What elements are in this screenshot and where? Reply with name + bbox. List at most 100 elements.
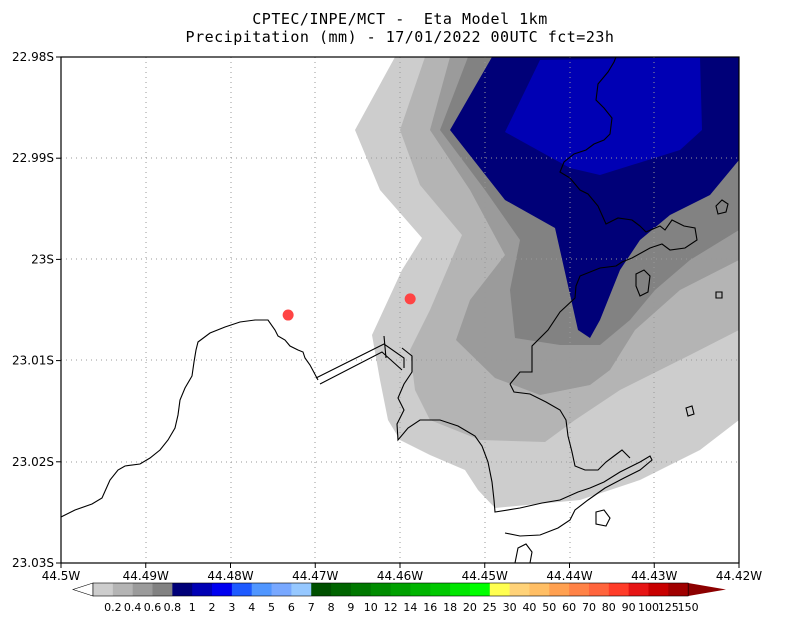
colorbar-label: 6: [288, 601, 295, 614]
colorbar-label: 40: [522, 601, 536, 614]
colorbar-swatch: [410, 583, 431, 596]
coastline-inlet: [509, 383, 631, 471]
station-1-marker: [282, 309, 294, 321]
x-tick-label: 44.42W: [716, 569, 762, 583]
colorbar-frame: [92, 582, 689, 597]
colorbar-label: 12: [384, 601, 398, 614]
colorbar-label: 0.8: [164, 601, 182, 614]
colorbar-label: 100: [638, 601, 659, 614]
y-tick-label: 23S: [31, 252, 54, 266]
colorbar-swatch: [588, 583, 610, 596]
x-tick-label: 44.46W: [377, 569, 423, 583]
map-subtitle: Precipitation (mm) - 17/01/2022 00UTC fc…: [185, 28, 615, 46]
colorbar-swatch: [212, 583, 233, 596]
colorbar-swatch: [132, 583, 154, 596]
x-tick-label: 44.48W: [207, 569, 253, 583]
colorbar-swatch: [251, 583, 273, 596]
colorbar-swatch: [450, 583, 471, 596]
colorbar-label: 16: [423, 601, 437, 614]
y-tick-label: 23.03S: [12, 556, 54, 570]
colorbar-swatch: [509, 583, 530, 596]
colorbar-label: 0.4: [124, 601, 142, 614]
coastline-mainland: [61, 319, 319, 518]
colorbar-swatch: [648, 583, 669, 596]
colorbar-swatch: [311, 583, 332, 596]
colorbar-swatch: [271, 583, 292, 596]
colorbar-swatch: [390, 583, 411, 596]
colorbar-label: 8: [328, 601, 335, 614]
colorbar-label: 25: [483, 601, 497, 614]
y-tick-label: 23.01S: [12, 354, 54, 368]
colorbar-label: 90: [622, 601, 636, 614]
station-markers: [282, 293, 416, 321]
colorbar-swatch: [93, 583, 114, 596]
y-axis: 22.98S 22.99S 23S 23.01S 23.02S 23.03S: [12, 50, 61, 570]
colorbar-label: 20: [463, 601, 477, 614]
x-tick-label: 44.44W: [546, 569, 592, 583]
colorbar-label: 60: [562, 601, 576, 614]
colorbar: 0.2 0.4 0.6 0.8 1 2 3 4 5 6 7 8 9 10 12 14 16 18 20 25 30 40 5…: [72, 582, 726, 614]
island-2: [635, 269, 651, 297]
colorbar-swatch: [112, 583, 134, 596]
colorbar-swatch: [370, 583, 392, 596]
colorbar-label: 3: [228, 601, 235, 614]
precipitation-shading: [355, 57, 739, 508]
colorbar-label: 9: [347, 601, 354, 614]
coastline-bay: [396, 347, 653, 537]
x-tick-label: 44.49W: [123, 569, 169, 583]
x-tick-label: 44.47W: [292, 569, 338, 583]
colorbar-label: 80: [602, 601, 616, 614]
island-5: [715, 291, 723, 299]
x-tick-label: 44.5W: [42, 569, 81, 583]
map-grid: [61, 57, 739, 563]
y-tick-label: 23.02S: [12, 455, 54, 469]
island-6: [514, 543, 533, 563]
colorbar-swatch: [489, 583, 511, 596]
colorbar-high-arrow: [688, 583, 726, 596]
colorbar-swatch: [192, 583, 213, 596]
island-3: [595, 509, 611, 527]
colorbar-swatch: [331, 583, 352, 596]
x-tick-label: 44.43W: [631, 569, 677, 583]
colorbar-label: 4: [248, 601, 255, 614]
colorbar-label: 70: [582, 601, 596, 614]
colorbar-label: 125: [658, 601, 679, 614]
colorbar-label: 1: [189, 601, 196, 614]
map-title: CPTEC/INPE/MCT - Eta Model 1km: [252, 10, 548, 28]
colorbar-swatch: [668, 583, 689, 596]
coastline-east: [509, 57, 698, 385]
colorbar-label: 50: [542, 601, 556, 614]
colorbar-label: 150: [678, 601, 699, 614]
colorbar-label: 5: [268, 601, 275, 614]
y-tick-label: 22.99S: [12, 151, 54, 165]
island-1: [715, 199, 729, 215]
colorbar-swatch: [152, 583, 173, 596]
colorbar-swatch: [529, 583, 550, 596]
colorbar-low-arrow: [72, 582, 94, 597]
coastline: [61, 57, 729, 563]
y-tick-label: 22.98S: [12, 50, 54, 64]
colorbar-swatch: [549, 583, 570, 596]
pier: [315, 335, 405, 385]
colorbar-label: 10: [364, 601, 378, 614]
colorbar-swatch: [608, 583, 630, 596]
colorbar-label: 14: [403, 601, 417, 614]
colorbar-label: 2: [209, 601, 216, 614]
x-tick-label: 44.45W: [462, 569, 508, 583]
precip-area-2: [505, 57, 702, 175]
station-2-marker: [404, 293, 416, 305]
colorbar-label: 0.2: [104, 601, 122, 614]
x-axis: 44.5W 44.49W 44.48W 44.47W 44.46W 44.45W 44.44…: [42, 563, 762, 583]
colorbar-swatch: [231, 583, 253, 596]
island-4: [685, 405, 695, 417]
colorbar-swatch: [350, 583, 372, 596]
colorbar-swatch: [469, 583, 491, 596]
colorbar-swatch: [569, 583, 590, 596]
colorbar-label: 7: [308, 601, 315, 614]
colorbar-label: 18: [443, 601, 457, 614]
colorbar-swatch: [430, 583, 451, 596]
colorbar-label: 0.6: [144, 601, 162, 614]
colorbar-swatch: [172, 583, 193, 596]
colorbar-label: 30: [503, 601, 517, 614]
